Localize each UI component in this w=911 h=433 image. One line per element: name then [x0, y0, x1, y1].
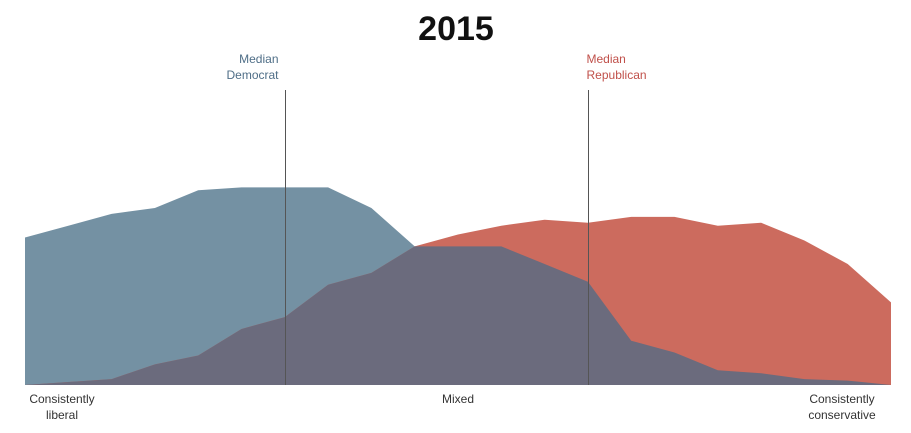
- median-label-1: Median Republican: [587, 52, 647, 82]
- overlap-layer: [25, 246, 891, 385]
- x-tick-label-1: Mixed: [442, 392, 474, 406]
- median-label-0: Median Democrat: [226, 52, 279, 82]
- median-lines: Median Democrat Median Republican: [226, 52, 647, 385]
- chart-title: 2015: [418, 10, 494, 48]
- x-tick-label-2: Consistently conservative: [808, 392, 876, 422]
- x-axis-labels: Consistently liberal Mixed Consistently cons…: [29, 392, 876, 422]
- x-tick-label-0: Consistently liberal: [29, 392, 94, 422]
- area-overlap: [25, 246, 891, 385]
